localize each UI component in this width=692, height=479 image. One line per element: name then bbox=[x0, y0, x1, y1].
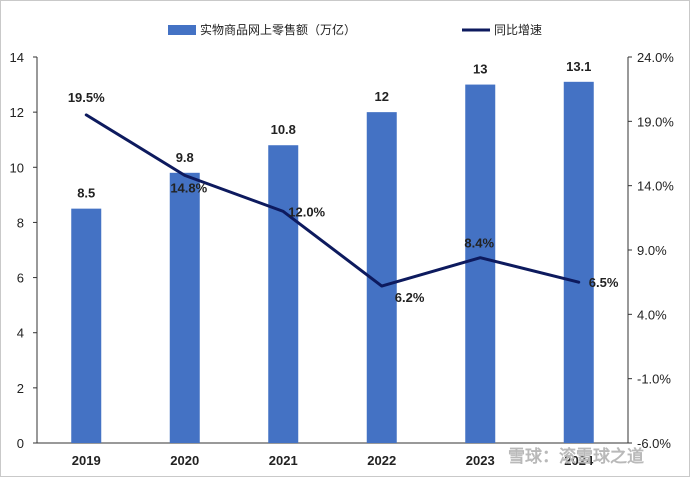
bar-value-label: 8.5 bbox=[77, 186, 95, 201]
left-tick-label: 10 bbox=[10, 160, 24, 175]
line-value-label: 8.4% bbox=[464, 236, 494, 251]
left-tick-label: 0 bbox=[17, 436, 24, 451]
x-tick-label: 2024 bbox=[564, 453, 594, 468]
right-tick-label: -6.0% bbox=[637, 436, 671, 451]
right-tick-label: 9.0% bbox=[637, 243, 667, 258]
right-tick-label: -1.0% bbox=[637, 372, 671, 387]
right-tick-label: 4.0% bbox=[637, 307, 667, 322]
line-value-label: 6.5% bbox=[589, 275, 619, 290]
bar bbox=[465, 84, 496, 444]
bar bbox=[71, 208, 102, 443]
legend-bar-label: 实物商品网上零售额（万亿） bbox=[200, 22, 356, 37]
bar bbox=[563, 81, 594, 444]
bar-value-label: 10.8 bbox=[271, 122, 296, 137]
bar-value-label: 9.8 bbox=[176, 150, 194, 165]
legend-bar-swatch bbox=[168, 25, 196, 35]
x-tick-label: 2022 bbox=[367, 453, 396, 468]
left-tick-label: 4 bbox=[17, 326, 24, 341]
x-tick-label: 2020 bbox=[170, 453, 199, 468]
bar bbox=[169, 172, 200, 444]
line-value-label: 14.8% bbox=[170, 180, 207, 195]
bar-value-label: 13.1 bbox=[566, 59, 591, 74]
left-tick-label: 6 bbox=[17, 271, 24, 286]
left-tick-label: 2 bbox=[17, 381, 24, 396]
line-value-label: 6.2% bbox=[395, 290, 425, 305]
line-value-label: 12.0% bbox=[288, 204, 325, 219]
right-tick-label: 19.0% bbox=[637, 114, 674, 129]
watermark: 雪球：滚雪球之道 bbox=[508, 446, 644, 467]
growth-rate-line bbox=[84, 113, 581, 288]
left-tick-label: 8 bbox=[17, 215, 24, 230]
bar-value-label: 13 bbox=[473, 62, 487, 77]
left-tick-label: 14 bbox=[10, 50, 24, 65]
legend-line-label: 同比增速 bbox=[494, 23, 542, 37]
x-tick-label: 2019 bbox=[72, 453, 101, 468]
legend: 实物商品网上零售额（万亿） 同比增速 bbox=[168, 22, 542, 37]
x-tick-label: 2021 bbox=[269, 453, 298, 468]
bar-value-label: 12 bbox=[375, 89, 389, 104]
right-tick-label: 14.0% bbox=[637, 179, 674, 194]
right-tick-label: 24.0% bbox=[637, 50, 674, 65]
bar bbox=[268, 145, 299, 443]
left-tick-label: 12 bbox=[10, 105, 24, 120]
x-tick-label: 2023 bbox=[466, 453, 495, 468]
line-value-label: 19.5% bbox=[68, 90, 105, 105]
plot-area: 0 2 4 6 8 10 12 14 -6.0% -1.0% 4.0% 9.0% 14.0% 19.0% 2… bbox=[10, 50, 675, 468]
